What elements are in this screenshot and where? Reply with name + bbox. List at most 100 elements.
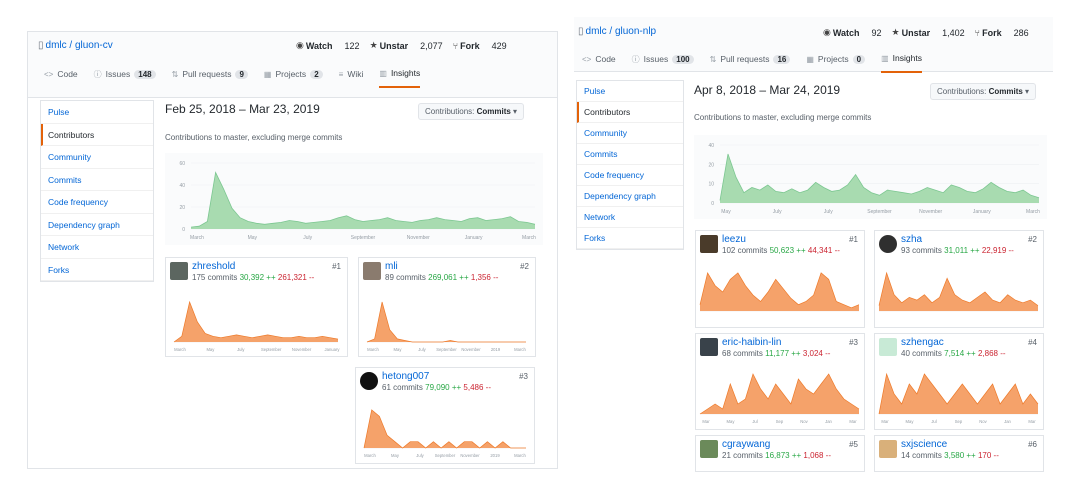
watch-button[interactable]: ◉ Watch 92 — [823, 27, 882, 38]
y-tick-label: 20 — [179, 205, 185, 211]
star-icon: ★ — [891, 27, 900, 37]
insights-sidebar: Pulse Contributors Community Commits Cod… — [576, 80, 684, 250]
avatar[interactable] — [363, 262, 381, 280]
contributor-username[interactable]: sxjscience — [901, 439, 948, 450]
x-tick-label: May — [248, 235, 258, 241]
sidebar-item-commits[interactable]: Commits — [577, 144, 683, 165]
x-tick-label: January — [325, 347, 341, 352]
sidebar-item-community[interactable]: Community — [577, 123, 683, 144]
contributor-username[interactable]: mli — [385, 261, 398, 272]
contributor-line — [363, 409, 526, 449]
tab-issues[interactable]: ⓘ Issues 100 — [632, 53, 694, 73]
unstar-button[interactable]: ★ Unstar 2,077 — [369, 40, 443, 51]
sidebar-item-contributors[interactable]: Contributors — [41, 123, 153, 146]
x-tick-label: May — [906, 419, 915, 424]
contributor-mini-chart — [699, 271, 860, 312]
sidebar-item-code-frequency[interactable]: Code frequency — [41, 191, 153, 214]
repo-title[interactable]: ▯ dmlc / gluon-cv — [38, 40, 113, 51]
tab-pull-requests[interactable]: ⇅ Pull requests 9 — [172, 68, 248, 88]
x-tick-label: November — [919, 209, 942, 215]
tab-insights[interactable]: ▥ Insights — [379, 68, 421, 88]
avatar[interactable] — [170, 262, 188, 280]
contributor-username[interactable]: szhengac — [901, 337, 944, 348]
repo-title[interactable]: ▯ dmlc / gluon-nlp — [578, 26, 657, 37]
contributor-username[interactable]: szha — [901, 234, 923, 245]
contributions-dropdown[interactable]: Contributions: Commits ▾ — [930, 83, 1037, 100]
watch-button[interactable]: ◉ Watch 122 — [296, 40, 360, 51]
sidebar-item-community[interactable]: Community — [41, 146, 153, 169]
x-tick-label: March — [514, 453, 526, 458]
unstar-button[interactable]: ★ Unstar 1,402 — [891, 27, 965, 38]
contributor-stats: 175 commits 30,392 ++ 261,321 -- — [192, 273, 315, 282]
sidebar-item-dependency-graph[interactable]: Dependency graph — [577, 186, 683, 207]
tab-code[interactable]: <> Code — [44, 69, 78, 79]
tab-pull-requests[interactable]: ⇅ Pull requests 16 — [710, 53, 791, 73]
x-tick-label: March — [190, 235, 204, 241]
x-tick-label: March — [364, 453, 376, 458]
sidebar-item-dependency-graph[interactable]: Dependency graph — [41, 214, 153, 236]
avatar[interactable] — [700, 440, 718, 458]
contributor-username[interactable]: eric-haibin-lin — [722, 337, 782, 348]
contributor-area — [364, 409, 526, 448]
avatar[interactable] — [700, 235, 718, 253]
repo-icon: ▯ — [38, 40, 44, 51]
sidebar-item-network[interactable]: Network — [577, 207, 683, 228]
avatar[interactable] — [879, 235, 897, 253]
x-tick-label: Sep — [955, 419, 963, 424]
contributor-card: leezu #1 102 commits 50,623 ++ 44,341 -- — [695, 230, 865, 328]
avatar[interactable] — [879, 440, 897, 458]
contributor-stats: 93 commits 31,011 ++ 22,919 -- — [901, 246, 1014, 255]
contributor-stats: 61 commits 79,090 ++ 5,486 -- — [382, 383, 491, 392]
contributions-area-chart[interactable]: 40 20 10 0 May July July September November Janua… — [694, 135, 1047, 219]
tab-projects[interactable]: ▦ Projects 2 — [264, 68, 323, 88]
sidebar-item-contributors[interactable]: Contributors — [577, 102, 683, 123]
contributor-username[interactable]: zhreshold — [192, 261, 236, 272]
tab-insights[interactable]: ▥ Insights — [881, 53, 922, 73]
contributor-line — [173, 300, 339, 343]
contributor-card: cgraywang #5 21 commits 16,873 ++ 1,068 … — [695, 435, 865, 472]
x-tick-label: Nov — [979, 419, 987, 424]
tab-code[interactable]: <> Code — [582, 54, 616, 64]
fork-button[interactable]: ⑂ Fork 286 — [974, 27, 1029, 38]
avatar[interactable] — [700, 338, 718, 356]
contributor-username[interactable]: hetong007 — [382, 371, 430, 382]
x-tick-label: 2019 — [490, 453, 500, 458]
tab-wiki[interactable]: ≡ Wiki — [338, 69, 364, 79]
contributor-rank: #3 — [849, 338, 858, 347]
x-tick-label: January — [973, 209, 991, 215]
contributor-username[interactable]: leezu — [722, 234, 746, 245]
sidebar-item-pulse[interactable]: Pulse — [41, 101, 153, 124]
x-tick-label: Jan — [825, 419, 832, 424]
repo-actions: ◉ Watch 122 ★ Unstar 2,077 ⑂ Fork 429 — [296, 40, 517, 51]
repo-tabs: <> Code ⓘ Issues 100 ⇅ Pull requests 16 ▦ Proj… — [582, 53, 938, 73]
contributions-dropdown[interactable]: Contributions: Commits ▾ — [418, 103, 525, 120]
sidebar-item-pulse[interactable]: Pulse — [577, 81, 683, 102]
x-tick-label: Nov — [800, 419, 808, 424]
x-tick-label: November — [461, 347, 481, 352]
contributor-stats: 89 commits 269,061 ++ 1,356 -- — [385, 273, 499, 282]
sidebar-item-commits[interactable]: Commits — [41, 169, 153, 191]
contributor-mini-chart: March May July September November January — [173, 300, 341, 352]
repo-actions: ◉ Watch 92 ★ Unstar 1,402 ⑂ Fork 286 — [823, 27, 1039, 38]
graph-icon: ▥ — [881, 53, 889, 63]
y-tick-label: 60 — [179, 161, 185, 167]
tab-projects[interactable]: ▦ Projects 0 — [806, 53, 866, 73]
sidebar-item-forks[interactable]: Forks — [577, 228, 683, 249]
pr-icon: ⇅ — [709, 54, 717, 64]
avatar[interactable] — [360, 372, 378, 390]
sidebar-item-code-frequency[interactable]: Code frequency — [577, 165, 683, 186]
x-tick-label: Jul — [931, 419, 936, 424]
x-tick-label: September — [435, 453, 456, 458]
tab-issues[interactable]: ⓘ Issues 148 — [94, 68, 156, 88]
x-tick-label: July — [237, 347, 245, 352]
sidebar-item-network[interactable]: Network — [41, 236, 153, 259]
fork-button[interactable]: ⑂ Fork 429 — [452, 40, 507, 51]
contributor-username[interactable]: cgraywang — [722, 439, 771, 450]
avatar[interactable] — [879, 338, 897, 356]
contributor-card: eric-haibin-lin #3 68 commits 11,177 ++ … — [695, 333, 865, 430]
contributions-line — [190, 171, 536, 228]
contributor-card: hetong007 #3 61 commits 79,090 ++ 5,486 … — [355, 367, 535, 464]
repo-tabs: <> Code ⓘ Issues 148 ⇅ Pull requests 9 ▦ Proje… — [44, 68, 436, 88]
contributor-area — [700, 272, 859, 311]
contributions-area-chart[interactable]: 60 40 20 0 March May July September November Janu… — [165, 153, 543, 245]
